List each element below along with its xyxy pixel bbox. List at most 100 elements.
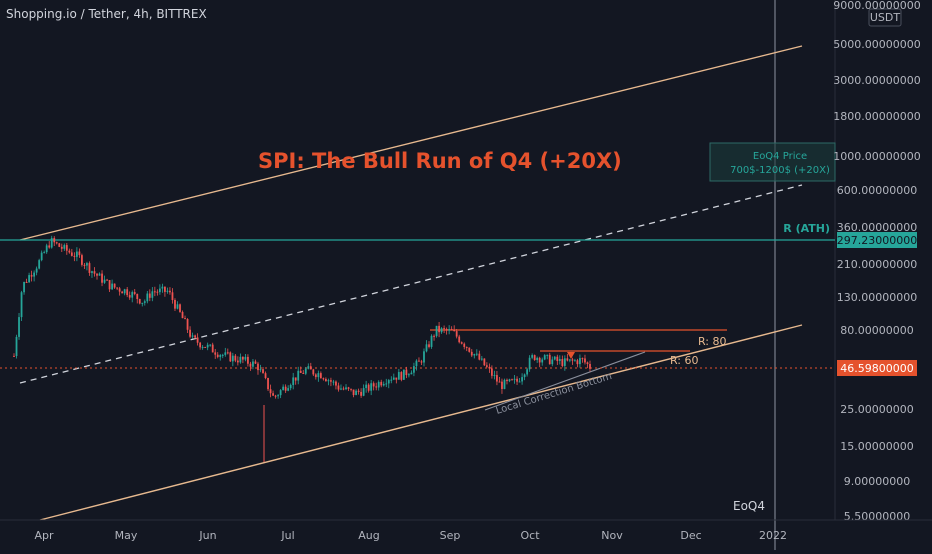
candle-body [568,359,571,361]
candle-body [551,359,554,365]
candle-body [91,271,93,273]
candle-body [528,357,531,370]
candle-body [103,279,106,283]
candle-body [292,377,295,385]
candle-body [350,388,352,390]
candle-body [395,377,398,380]
resistance-60-label: R: 60 [670,354,699,367]
candle-body [98,273,101,276]
candle-body [355,390,357,396]
candle-body [216,354,219,357]
candle-body [455,331,458,337]
candle-body [262,369,264,374]
candle-body [488,366,491,369]
candle-body [506,379,508,382]
candle-body [450,329,453,331]
target-price-box [709,142,836,182]
y-axis[interactable]: 9000.00000000 5000.00000000 3000.00000000 1… [833,0,920,523]
candle-body [196,337,199,343]
candle-body [45,245,48,253]
candle-body [400,372,403,380]
current-price-tag [837,360,917,376]
candle-body [186,318,189,330]
candle-body [181,311,184,319]
candle-body [18,317,20,337]
candle-body [274,395,277,397]
candle-body [553,356,556,360]
candle-body [143,301,146,303]
candle-body [209,344,212,346]
candle-body [498,381,501,383]
candle-body [586,362,589,364]
candle-body [435,325,438,337]
ath-price-tag [837,232,917,248]
candle-body [199,342,202,348]
candle-body [126,289,129,296]
candle-body [65,245,68,251]
candle-body [264,373,267,378]
candle-body [28,275,30,283]
candle-body [405,369,408,376]
candle-body [148,293,151,298]
candle-body [556,356,559,362]
candle-body [138,299,141,304]
symbol-title: Shopping.io / Tether, 4h, BITTREX [6,7,207,21]
candle-body [463,343,466,347]
candle-body [108,280,111,290]
currency-badge-box[interactable] [868,8,902,27]
candle-body [493,375,496,377]
candle-body [475,353,478,355]
candle-body [483,358,486,366]
candle-body [30,275,33,277]
candle-body [574,360,576,362]
candle-body [38,260,41,269]
candle-body [375,386,378,388]
candle-body [118,288,121,292]
candle-body [272,393,274,396]
candle-body [563,358,566,366]
candle-body [279,390,282,396]
candle-body [521,377,523,382]
currency-badge[interactable]: USDT [870,11,901,24]
down-arrow-icon [567,352,575,359]
candle-body [171,292,174,300]
candle-body [136,293,139,300]
y-tick-label: 5000.00000000 [833,38,920,51]
candle-body [15,336,18,357]
candle-body [433,335,435,337]
candle-body [382,383,385,386]
candle-body [413,366,415,373]
ath-price-value: 297.23000000 [837,234,917,247]
y-tick-label: 360.00000000 [837,221,917,234]
candle-body [75,251,78,257]
candle-body [249,363,252,367]
candle-body [380,381,383,386]
candle-body [362,388,365,396]
candle-body [234,355,237,361]
x-axis[interactable]: Apr May Jun Jul Aug Sep Oct Nov Dec 2022 [34,529,787,542]
candle-body [340,388,342,390]
y-tick-label: 1000.00000000 [833,150,920,163]
candle-body [214,352,217,355]
candle-body [169,290,171,293]
y-tick-label: 5.50000000 [844,510,910,523]
candle-body [113,283,116,288]
candle-body [438,325,440,333]
candle-body [179,304,181,312]
candle-body [241,356,244,360]
candle-body [277,395,280,397]
candle-body [513,378,516,380]
candle-body [579,358,581,365]
candle-body [546,354,549,356]
candle-body [244,356,247,360]
candle-body [226,352,229,354]
candle-body [93,271,96,274]
candle-body [201,346,204,348]
candle-body [465,346,468,348]
candle-body [415,360,418,367]
y-tick-label: 9.00000000 [844,475,910,488]
candle-body [322,378,325,380]
candle-body [332,381,335,383]
